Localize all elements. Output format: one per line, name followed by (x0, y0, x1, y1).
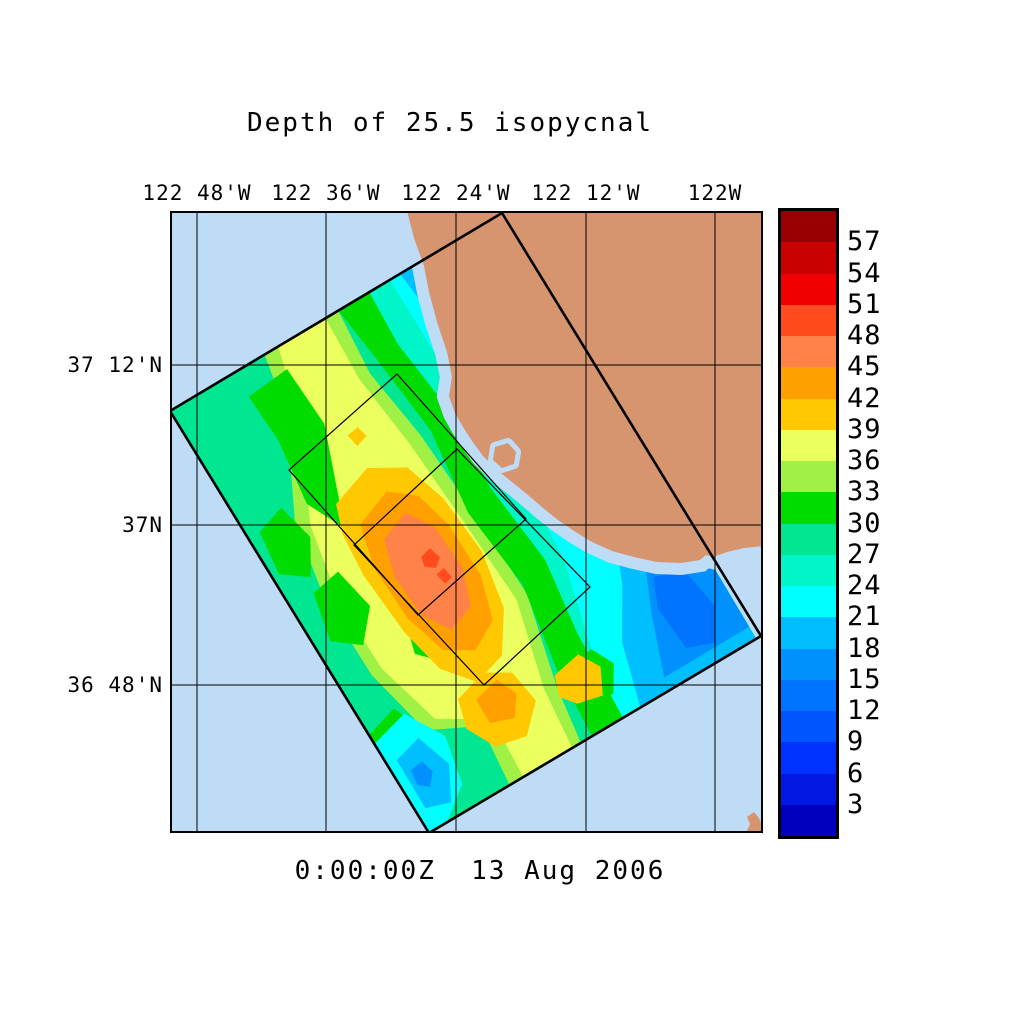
colorbar-segment (781, 242, 836, 274)
colorbar-segment (781, 273, 836, 305)
colorbar-segment (781, 648, 836, 680)
colorbar-tick-label: 33 (847, 476, 882, 508)
time-label: 0:00:00Z 13 Aug 2006 (294, 856, 666, 886)
colorbar-segment (781, 679, 836, 711)
colorbar-segment (781, 336, 836, 368)
colorbar-tick-label: 45 (847, 351, 882, 383)
x-tick-label: 122 12'W (531, 181, 641, 205)
colorbar-segment (781, 211, 836, 243)
colorbar-tick-label: 39 (847, 413, 882, 445)
colorbar-segment (781, 586, 836, 618)
colorbar-tick-label: 48 (847, 319, 882, 351)
colorbar-tick-label: 57 (847, 226, 882, 258)
outer-domain-box (170, 211, 763, 833)
y-tick-label: 36 48'N (67, 673, 163, 697)
colorbar (778, 208, 839, 839)
x-axis-ticks: 122 48'W 122 36'W 122 24'W 122 12'W 122W (0, 181, 1024, 205)
plot-title: Depth of 25.5 isopycnal (246, 108, 654, 138)
colorbar-tick-label: 27 (847, 538, 882, 570)
colorbar-tick-label: 15 (847, 663, 882, 695)
colorbar-scale: 57 54 51 48 45 42 39 36 33 30 27 24 21 18 15 12 9 6 3 (847, 0, 927, 1024)
colorbar-tick-label: 9 (847, 726, 865, 758)
colorbar-tick-label: 51 (847, 288, 882, 320)
graticule (170, 211, 763, 833)
map-plot (170, 211, 763, 833)
colorbar-tick-label: 18 (847, 632, 882, 664)
colorbar-tick-label: 42 (847, 382, 882, 414)
colorbar-segment (781, 304, 836, 336)
land (407, 211, 763, 563)
colorbar-segment (781, 429, 836, 461)
x-tick-label: 122 48'W (142, 181, 252, 205)
colorbar-segment (781, 367, 836, 399)
colorbar-tick-label: 30 (847, 507, 882, 539)
y-tick-label: 37N (122, 513, 163, 537)
colorbar-tick-label: 36 (847, 444, 882, 476)
colorbar-segment (781, 773, 836, 805)
y-tick-label: 37 12'N (67, 353, 163, 377)
colorbar-tick-label: 6 (847, 757, 865, 789)
colorbar-tick-label: 21 (847, 601, 882, 633)
x-tick-label: 122 36'W (271, 181, 381, 205)
colorbar-tick-label: 54 (847, 257, 882, 289)
colorbar-segment (781, 711, 836, 743)
colorbar-segment (781, 804, 836, 836)
colorbar-tick-label: 24 (847, 569, 882, 601)
inner-domain-box (353, 448, 591, 686)
colorbar-tick-label: 12 (847, 694, 882, 726)
coastal-islet (488, 438, 521, 473)
colorbar-segment (781, 742, 836, 774)
colorbar-segment (781, 523, 836, 555)
colorbar-segment (781, 461, 836, 493)
colorbar-segment (781, 492, 836, 524)
colorbar-segment (781, 398, 836, 430)
colorbar-tick-label: 3 (847, 788, 865, 820)
mid-domain-box (288, 373, 527, 616)
x-tick-label: 122W (687, 181, 743, 205)
y-axis-ticks: 37 12'N 37N 36 48'N (0, 0, 163, 1024)
x-tick-label: 122 24'W (401, 181, 511, 205)
colorbar-segment (781, 554, 836, 586)
colorbar-segment (781, 617, 836, 649)
south-headland (746, 812, 762, 833)
plot-frame (170, 211, 763, 833)
